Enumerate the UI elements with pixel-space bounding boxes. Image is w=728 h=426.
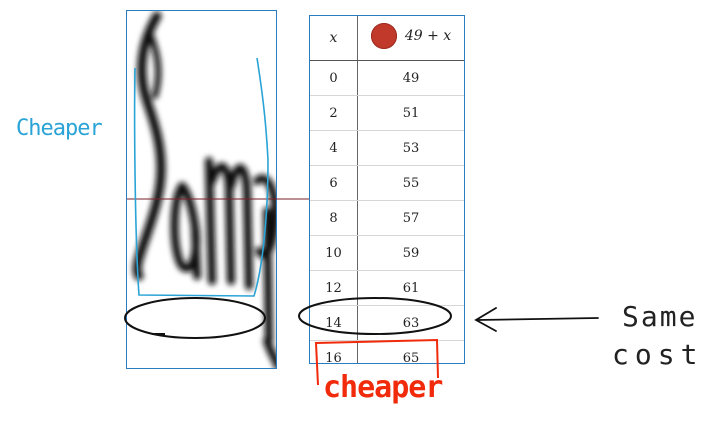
table-row[interactable]: 0 49 [310,60,464,96]
cell-x[interactable]: 6 [310,165,358,201]
cell-x[interactable]: 10 [310,235,358,271]
cell-value: 63 [357,305,464,341]
cell-x[interactable]: 0 [310,60,358,96]
cell-value: 61 [357,270,464,306]
header-x-label: x [329,30,338,46]
table-row[interactable]: 6 55 [310,165,464,201]
annotation-cheaper-bottom: cheaper [323,370,443,405]
cell-value: 55 [357,165,464,201]
cell-x[interactable]: 4 [310,130,358,166]
table-row[interactable]: 16 65 [310,340,464,363]
annotation-same: Same [622,300,698,333]
annotation-cheaper-left: Cheaper [16,116,103,141]
header-expression[interactable]: 49 + x [357,16,464,61]
cell-value: 53 [357,130,464,166]
value-table: x 49 + x 0 49 2 51 4 53 6 55 8 57 10 59 12 61 14 63 16 65 [310,16,464,363]
blurred-handwriting [132,11,276,368]
cell-x[interactable]: 16 [310,340,358,363]
header-x: x [310,16,358,61]
table-row[interactable]: 4 53 [310,130,464,166]
table-row[interactable]: 10 59 [310,235,464,271]
cell-x[interactable]: 8 [310,200,358,236]
cell-value: 51 [357,95,464,131]
header-expression-label: 49 + x [404,28,452,44]
annotation-cost: cost [612,338,704,371]
cell-x[interactable]: 2 [310,95,358,131]
series-color-dot-icon[interactable] [370,23,397,49]
table-row[interactable]: 12 61 [310,270,464,306]
table-row[interactable]: 8 57 [310,200,464,236]
table-row[interactable]: 2 51 [310,95,464,131]
cell-x[interactable]: 12 [310,270,358,306]
cell-value: 59 [357,235,464,271]
cell-x[interactable]: 14 [310,305,358,341]
cell-value: 57 [357,200,464,236]
table-header-row: x 49 + x [310,16,464,61]
graph-canvas [132,11,276,368]
graph-panel[interactable] [126,10,277,369]
arrow-left-icon [474,307,599,332]
value-table-panel[interactable]: x 49 + x 0 49 2 51 4 53 6 55 8 57 10 59 12 61 14 63 16 65 [309,15,465,364]
table-row[interactable]: 14 63 [310,305,464,341]
cell-value: 65 [357,340,464,363]
cell-value: 49 [357,60,464,96]
